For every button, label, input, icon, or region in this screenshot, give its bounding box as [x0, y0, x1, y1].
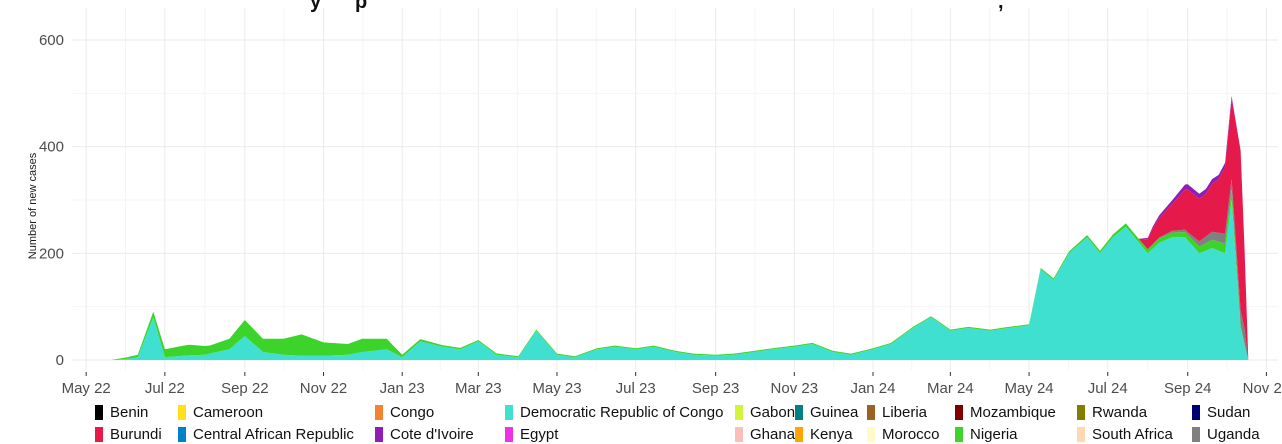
x-axis-ticks: May 22 Jul 22 Sep 22 Nov 22 Jan 23 Mar 23 May …	[62, 372, 1282, 397]
legend-swatch	[955, 426, 963, 442]
legend-label: Burundi	[110, 425, 162, 443]
y-tick-label: 0	[56, 352, 64, 369]
legend-label: Nigeria	[970, 425, 1018, 443]
legend-item: Guinea	[795, 402, 858, 422]
legend-item: Central African Republic	[178, 424, 354, 444]
legend-swatch	[1077, 404, 1085, 420]
legend-swatch	[95, 426, 103, 442]
legend-label: Morocco	[882, 425, 940, 443]
x-tick-label: Mar 23	[455, 380, 502, 397]
legend-label: Liberia	[882, 403, 928, 421]
x-tick-label: Jan 24	[850, 380, 895, 397]
x-tick-label: Jul 24	[1088, 380, 1128, 397]
legend-swatch	[735, 426, 743, 442]
legend-swatch	[955, 404, 963, 420]
y-axis-label: Number of new cases	[27, 152, 39, 259]
legend-item: Mozambique	[955, 402, 1056, 422]
legend-item: Burundi	[95, 424, 162, 444]
legend-swatch	[95, 404, 103, 420]
y-axis-ticks: 0 200 400 600	[39, 32, 64, 369]
chart-title-fragment: p	[355, 0, 367, 13]
legend-label: Gabon	[750, 403, 796, 421]
x-tick-label: Jan 23	[380, 380, 425, 397]
legend-label: Guinea	[810, 403, 859, 421]
legend-label: Uganda	[1207, 425, 1260, 443]
x-tick-label: Nov 22	[300, 380, 348, 397]
y-tick-label: 400	[39, 139, 64, 156]
legend-swatch	[795, 404, 803, 420]
legend-item: Kenya	[795, 424, 853, 444]
chart-title-fragment: y	[310, 0, 322, 13]
legend-label: Rwanda	[1092, 403, 1148, 421]
area-series	[110, 189, 1249, 360]
legend-label: Congo	[390, 403, 435, 421]
legend-swatch	[375, 404, 383, 420]
legend-swatch	[1192, 404, 1200, 420]
legend-item: Ghana	[735, 424, 795, 444]
legend-label: Egypt	[520, 425, 559, 443]
legend-item: Morocco	[867, 424, 940, 444]
legend-item: Gabon	[735, 402, 795, 422]
legend-item: Cote d'Ivoire	[375, 424, 474, 444]
x-tick-label: May 23	[532, 380, 581, 397]
legend-item: Benin	[95, 402, 148, 422]
legend-label: Benin	[110, 403, 149, 421]
legend-swatch	[505, 426, 513, 442]
x-tick-label: May 22	[62, 380, 111, 397]
legend-label: Mozambique	[970, 403, 1056, 421]
legend-swatch	[867, 404, 875, 420]
legend-item: Sudan	[1192, 402, 1250, 422]
legend-item: South Africa	[1077, 424, 1173, 444]
legend-item: Uganda	[1192, 424, 1260, 444]
legend-label: South Africa	[1092, 425, 1173, 443]
legend-item: Egypt	[505, 424, 558, 444]
legend-swatch	[1192, 426, 1200, 442]
legend-swatch	[795, 426, 803, 442]
x-tick-label: Sep 22	[221, 380, 269, 397]
legend-item: Nigeria	[955, 424, 1018, 444]
legend-label: Ghana	[750, 425, 796, 443]
legend-item: Rwanda	[1077, 402, 1147, 422]
legend-swatch	[735, 404, 743, 420]
x-tick-label: Jul 22	[145, 380, 185, 397]
legend-label: Central African Republic	[193, 425, 354, 443]
legend-swatch	[178, 426, 186, 442]
x-tick-label: Sep 24	[1164, 380, 1212, 397]
legend-label: Democratic Republic of Congo	[520, 403, 724, 421]
legend-item: Liberia	[867, 402, 927, 422]
legend-swatch	[1077, 426, 1085, 442]
legend-item: Democratic Republic of Congo	[505, 402, 723, 422]
legend: Benin Cameroon Congo Democratic Republic of…	[95, 402, 1275, 444]
legend-swatch	[505, 404, 513, 420]
x-tick-label: Mar 24	[927, 380, 974, 397]
legend-swatch	[178, 404, 186, 420]
legend-item: Cameroon	[178, 402, 263, 422]
x-tick-label: Sep 23	[692, 380, 740, 397]
legend-label: Cote d'Ivoire	[390, 425, 474, 443]
legend-swatch	[867, 426, 875, 442]
area-series	[110, 200, 1249, 360]
x-tick-label: Nov 24	[1243, 380, 1282, 397]
stacked-areas	[110, 96, 1249, 360]
y-tick-label: 200	[39, 245, 64, 262]
legend-swatch	[375, 426, 383, 442]
x-tick-label: May 24	[1004, 380, 1053, 397]
legend-label: Kenya	[810, 425, 853, 443]
chart-title-fragment: ,	[998, 0, 1004, 13]
x-tick-label: Nov 23	[771, 380, 819, 397]
legend-label: Sudan	[1207, 403, 1251, 421]
legend-label: Cameroon	[193, 403, 264, 421]
y-tick-label: 600	[39, 32, 64, 49]
legend-item: Congo	[375, 402, 434, 422]
x-tick-label: Jul 23	[616, 380, 656, 397]
